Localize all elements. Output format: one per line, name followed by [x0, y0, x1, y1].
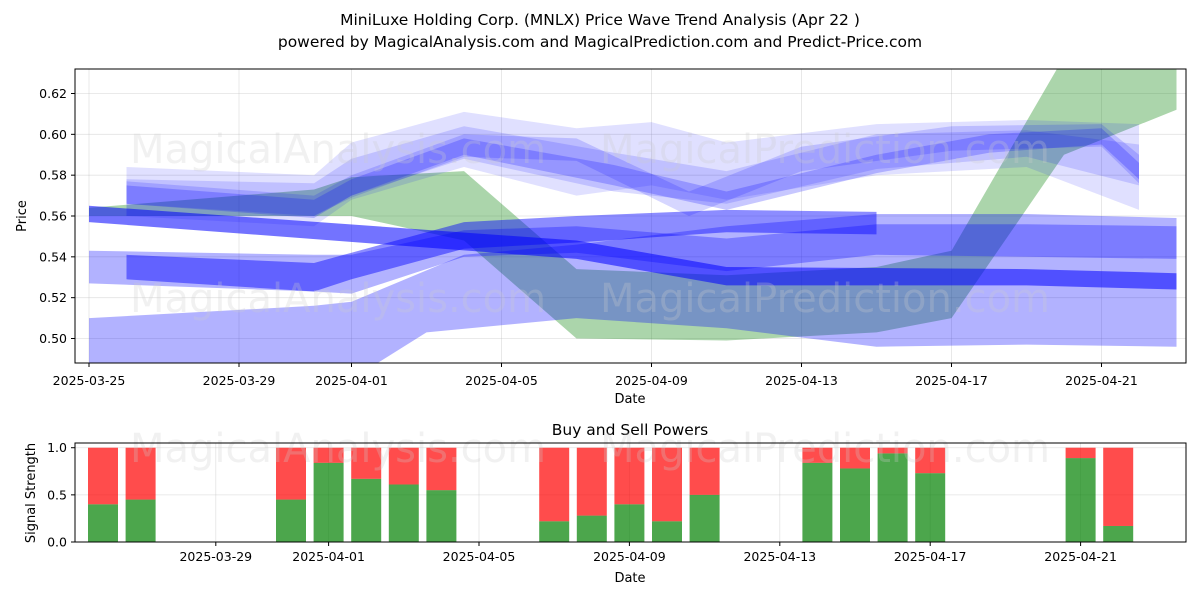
sub-y-tick-label: 0.5: [47, 487, 67, 502]
sub-x-tick-label: 2025-04-05: [443, 549, 516, 564]
main-grid: [75, 69, 1186, 363]
sell-power-bar: [652, 447, 682, 522]
sell-power-bar: [915, 447, 946, 474]
buy-power-bar: [840, 468, 870, 542]
sub-x-tick-label: 2025-04-13: [743, 549, 816, 564]
buy-power-bar: [125, 499, 156, 542]
price-bands: [89, 69, 1177, 363]
watermark-bottom-left: MagicalAnalysis.com: [130, 276, 546, 322]
main-y-tick-label: 0.50: [39, 331, 67, 346]
sub-y-ticks: 0.0 0.5 1.0: [47, 440, 75, 550]
sell-power-bar: [125, 447, 156, 500]
sell-power-bar: [351, 447, 382, 479]
sub-x-axis-label: Date: [614, 571, 645, 586]
main-x-tick-label: 2025-04-05: [465, 373, 538, 388]
main-x-tick-label: 2025-03-25: [53, 373, 126, 388]
sell-power-bar: [313, 447, 344, 463]
buy-power-bar: [614, 504, 645, 542]
sell-power-bar: [1065, 447, 1096, 459]
buy-power-bar: [652, 521, 682, 542]
blue-wave-band: [126, 111, 1139, 227]
blue-wave-band: [89, 205, 1177, 290]
main-x-tick-label: 2025-03-29: [203, 373, 276, 388]
sub-x-tick-label: 2025-04-17: [894, 549, 967, 564]
main-y-ticks: 0.50 0.52 0.54 0.56 0.58 0.60 0.62: [39, 86, 75, 346]
buy-power-bar: [802, 462, 833, 542]
main-y-axis-label: Price: [15, 200, 30, 232]
watermark-sub-left: MagicalAnalysis.com: [130, 426, 546, 472]
buy-power-bar: [539, 521, 570, 542]
blue-wave-band: [126, 124, 1139, 216]
main-y-tick-label: 0.60: [39, 127, 67, 142]
main-y-tick-label: 0.54: [39, 249, 67, 264]
main-x-tick-label: 2025-04-01: [315, 373, 388, 388]
sub-plot-frame: [74, 442, 1187, 543]
blue-wave-band: [89, 214, 1177, 363]
buy-power-bar: [388, 484, 419, 542]
sell-power-bar: [689, 447, 720, 495]
main-y-tick-label: 0.62: [39, 86, 67, 101]
blue-wave-band: [126, 209, 877, 292]
main-x-tick-label: 2025-04-21: [1065, 373, 1138, 388]
main-x-ticks: 2025-03-25 2025-03-29 2025-04-01 2025-04-05…: [53, 363, 1138, 388]
buy-power-bar: [351, 478, 382, 542]
main-x-tick-label: 2025-04-13: [765, 373, 838, 388]
sell-power-bar: [576, 447, 607, 516]
buy-power-bar: [1103, 525, 1134, 542]
sub-y-tick-label: 1.0: [47, 440, 67, 455]
sell-power-bar: [840, 447, 870, 469]
main-y-tick-label: 0.56: [39, 209, 67, 224]
sub-y-tick-label: 0.0: [47, 535, 67, 550]
sell-power-bar: [539, 447, 570, 522]
sell-power-bar: [1103, 447, 1134, 526]
chart-title: MiniLuxe Holding Corp. (MNLX) Price Wave…: [340, 11, 860, 29]
sub-x-ticks: 2025-03-29 2025-04-01 2025-04-05 2025-04-09…: [179, 542, 1117, 564]
price-wave-plot: MagicalAnalysis.com MagicalPrediction.co…: [15, 68, 1187, 407]
sell-power-bar: [877, 447, 908, 454]
blue-wave-band: [126, 126, 1139, 216]
buy-power-bar: [877, 453, 908, 542]
sub-x-tick-label: 2025-04-09: [593, 549, 666, 564]
main-y-tick-label: 0.58: [39, 168, 67, 183]
sell-power-bar: [88, 447, 118, 505]
buy-power-bar: [276, 499, 306, 542]
buy-power-bar: [88, 504, 118, 542]
main-x-axis-label: Date: [614, 392, 645, 407]
sell-power-bar: [426, 447, 457, 491]
watermark-top-left: MagicalAnalysis.com: [130, 127, 546, 173]
main-x-tick-label: 2025-04-17: [915, 373, 988, 388]
buy-power-bar: [915, 473, 946, 542]
sub-x-tick-label: 2025-03-29: [179, 549, 252, 564]
sell-power-bar: [802, 447, 833, 463]
blue-wave-band: [126, 128, 1139, 218]
sell-power-bar: [614, 447, 645, 505]
buy-power-bar: [1065, 458, 1096, 542]
buy-power-bar: [313, 462, 344, 542]
sell-power-bar: [276, 447, 306, 500]
buy-power-bar: [576, 515, 607, 542]
signal-bars: [88, 447, 1134, 542]
buy-power-bar: [426, 490, 457, 542]
buy-sell-plot: Buy and Sell Powers MagicalAnalysis.com …: [24, 421, 1187, 586]
buy-sell-title: Buy and Sell Powers: [552, 421, 709, 439]
sub-y-axis-label: Signal Strength: [24, 443, 39, 543]
chart-subtitle: powered by MagicalAnalysis.com and Magic…: [278, 33, 922, 51]
sell-power-bar: [388, 447, 419, 485]
main-x-tick-label: 2025-04-09: [615, 373, 688, 388]
watermark-bottom-right: MagicalPrediction.com: [600, 276, 1050, 322]
main-y-tick-label: 0.52: [39, 290, 67, 305]
watermark-top-right: MagicalPrediction.com: [600, 127, 1050, 173]
watermark-sub-right: MagicalPrediction.com: [600, 426, 1050, 472]
buy-power-bar: [689, 494, 720, 542]
sub-x-tick-label: 2025-04-21: [1044, 549, 1117, 564]
sub-x-tick-label: 2025-04-01: [292, 549, 365, 564]
